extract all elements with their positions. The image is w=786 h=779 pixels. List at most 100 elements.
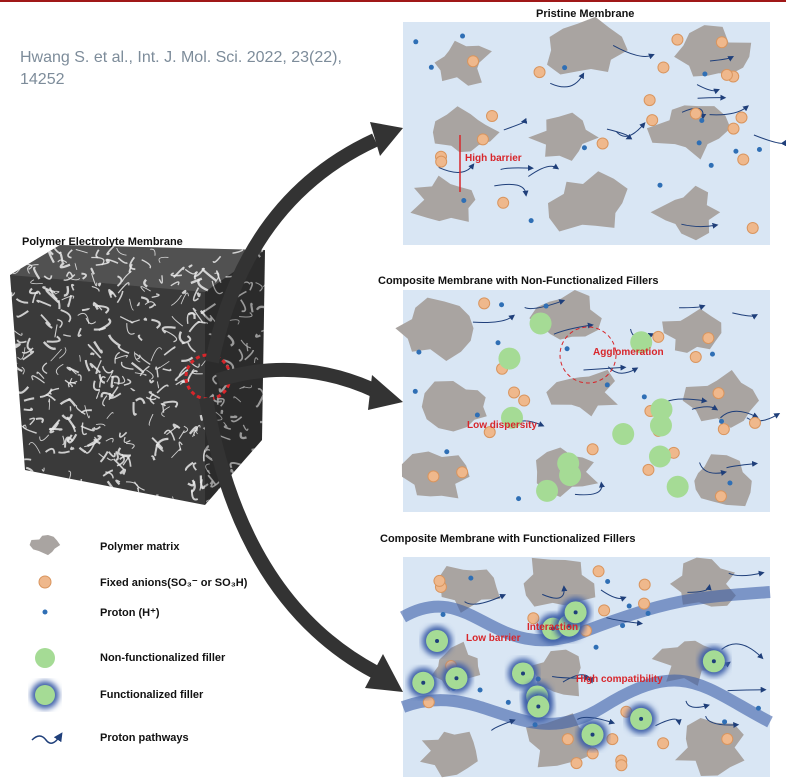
proton bbox=[413, 39, 418, 44]
annotation: Low dispersity bbox=[467, 420, 537, 431]
proton bbox=[444, 449, 449, 454]
figure: Hwang S. et al., Int. J. Mol. Sci. 2022,… bbox=[0, 0, 786, 779]
anion bbox=[428, 471, 439, 482]
fiber bbox=[211, 496, 223, 506]
proton bbox=[429, 65, 434, 70]
anion bbox=[597, 138, 608, 149]
anion bbox=[718, 424, 729, 435]
fiber bbox=[236, 477, 244, 484]
fiber bbox=[256, 485, 261, 489]
proton bbox=[697, 140, 702, 145]
panel-title: Pristine Membrane bbox=[536, 8, 634, 20]
anion bbox=[479, 298, 490, 309]
anion bbox=[703, 333, 714, 344]
proton bbox=[413, 389, 418, 394]
filler bbox=[498, 348, 520, 370]
legend-icon bbox=[32, 736, 60, 743]
proton bbox=[722, 719, 727, 724]
fiber bbox=[59, 300, 60, 309]
fiber bbox=[25, 257, 29, 261]
proton bbox=[516, 496, 521, 501]
fiber bbox=[262, 444, 274, 453]
fiber bbox=[56, 482, 60, 492]
fiber bbox=[69, 489, 74, 493]
proton bbox=[496, 340, 501, 345]
anion bbox=[436, 156, 447, 167]
proton bbox=[435, 639, 439, 643]
filler bbox=[612, 423, 634, 445]
proton bbox=[529, 218, 534, 223]
anion bbox=[690, 108, 701, 119]
legend-icon bbox=[39, 576, 51, 588]
proton bbox=[475, 412, 480, 417]
anion bbox=[509, 387, 520, 398]
proton bbox=[699, 118, 704, 123]
legend-label: Proton (H⁺) bbox=[100, 606, 160, 619]
proton bbox=[646, 611, 651, 616]
proton bbox=[521, 671, 525, 675]
citation: Hwang S. et al., Int. J. Mol. Sci. 2022,… bbox=[20, 47, 380, 91]
fiber bbox=[33, 491, 40, 492]
fiber bbox=[15, 459, 19, 463]
legend-label: Fixed anions(SO₃⁻ or SO₃H) bbox=[100, 576, 247, 589]
fiber bbox=[145, 319, 147, 320]
proton bbox=[582, 145, 587, 150]
anion bbox=[639, 598, 650, 609]
fiber bbox=[133, 493, 138, 501]
anion bbox=[434, 575, 445, 586]
legend-icon bbox=[35, 648, 55, 668]
proton bbox=[727, 481, 732, 486]
fiber bbox=[48, 501, 51, 504]
fiber bbox=[59, 498, 63, 500]
proton bbox=[702, 72, 707, 77]
anion bbox=[519, 395, 530, 406]
anion bbox=[749, 417, 760, 428]
arrow-head bbox=[368, 375, 403, 410]
fiber bbox=[28, 479, 31, 488]
fiber bbox=[46, 475, 47, 481]
anion bbox=[616, 760, 627, 771]
proton bbox=[719, 419, 724, 424]
proton bbox=[460, 34, 465, 39]
anion bbox=[644, 95, 655, 106]
proton bbox=[562, 65, 567, 70]
proton bbox=[533, 722, 538, 727]
proton bbox=[709, 163, 714, 168]
anion bbox=[457, 467, 468, 478]
anion bbox=[534, 67, 545, 78]
anion bbox=[715, 491, 726, 502]
anion bbox=[716, 37, 727, 48]
arrow-head bbox=[370, 122, 403, 156]
proton bbox=[499, 302, 504, 307]
proton bbox=[574, 610, 578, 614]
filler bbox=[650, 398, 672, 420]
anion bbox=[653, 331, 664, 342]
proton bbox=[421, 681, 425, 685]
fiber bbox=[21, 487, 27, 500]
legend-icon bbox=[35, 685, 55, 705]
fiber bbox=[4, 446, 13, 450]
anion bbox=[498, 197, 509, 208]
panel-title: Composite Membrane with Non-Functionaliz… bbox=[378, 275, 659, 287]
anion bbox=[562, 734, 573, 745]
fiber bbox=[82, 502, 87, 504]
panel-title: Composite Membrane with Functionalized F… bbox=[380, 533, 635, 545]
legend-label: Non-functionalized filler bbox=[100, 652, 225, 664]
anion bbox=[643, 464, 654, 475]
panel bbox=[395, 290, 777, 512]
fiber bbox=[86, 489, 90, 497]
fiber bbox=[257, 473, 264, 484]
fiber bbox=[17, 401, 18, 411]
anion bbox=[477, 134, 488, 145]
anion bbox=[571, 758, 582, 769]
filler bbox=[649, 445, 671, 467]
proton bbox=[591, 733, 595, 737]
fiber bbox=[256, 489, 264, 493]
proton bbox=[468, 576, 473, 581]
fiber bbox=[98, 284, 100, 287]
anion bbox=[728, 123, 739, 134]
fiber bbox=[0, 360, 11, 362]
fiber bbox=[6, 294, 11, 298]
fiber bbox=[91, 354, 94, 355]
annotation: High barrier bbox=[465, 153, 522, 164]
